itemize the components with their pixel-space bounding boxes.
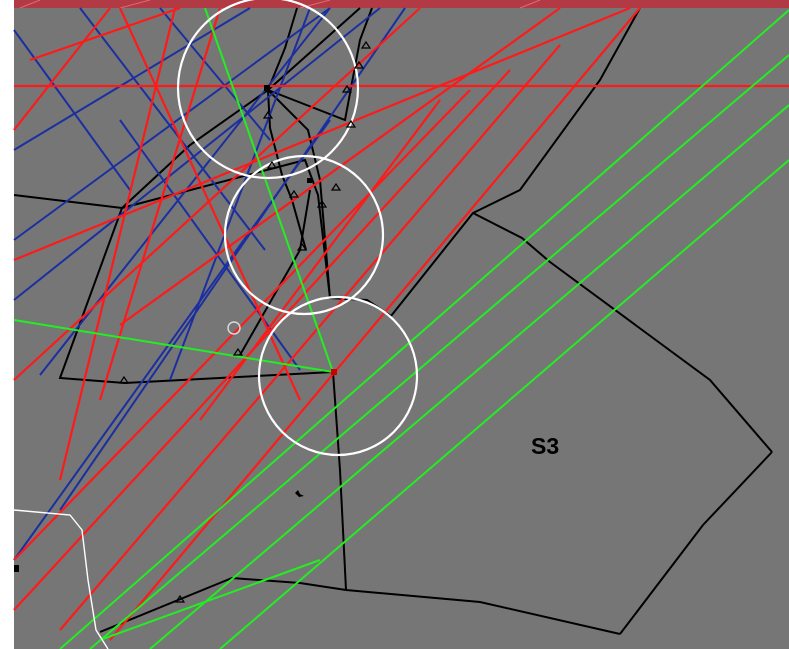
triangle-waypoint-icon bbox=[232, 347, 244, 356]
triangle-waypoint-icon bbox=[288, 189, 300, 198]
green-routes bbox=[13, 7, 789, 649]
triangle-waypoint-icon bbox=[341, 84, 353, 93]
fix-markers bbox=[14, 85, 337, 572]
triangle-waypoint-icon bbox=[266, 160, 278, 169]
triangle-waypoint-icon bbox=[330, 182, 342, 191]
triangle-waypoint-icon bbox=[174, 594, 186, 603]
waypoint-markers bbox=[118, 40, 372, 603]
triangle-waypoint-icon bbox=[262, 110, 274, 119]
square-fix-icon bbox=[264, 85, 270, 91]
aircraft-icon[interactable] bbox=[295, 490, 304, 497]
sector-label: S3 bbox=[531, 433, 560, 459]
sector-boundaries bbox=[13, 7, 773, 635]
top-header-band bbox=[0, 0, 789, 8]
left-margin-strip bbox=[0, 0, 14, 649]
coastline-contour bbox=[13, 509, 109, 649]
square-fix-icon bbox=[307, 178, 312, 183]
triangle-waypoint-icon bbox=[118, 375, 130, 384]
holding-circles bbox=[176, 0, 419, 457]
triangle-waypoint-icon bbox=[345, 119, 357, 128]
triangle-waypoint-icon bbox=[296, 242, 308, 251]
triangle-waypoint-icon bbox=[360, 40, 372, 49]
square-fix-icon bbox=[331, 369, 337, 375]
square-fix-icon bbox=[14, 565, 19, 572]
circle-marker-icon[interactable] bbox=[227, 321, 241, 335]
triangle-waypoint-icon bbox=[316, 199, 328, 208]
triangle-waypoint-icon bbox=[353, 60, 365, 69]
